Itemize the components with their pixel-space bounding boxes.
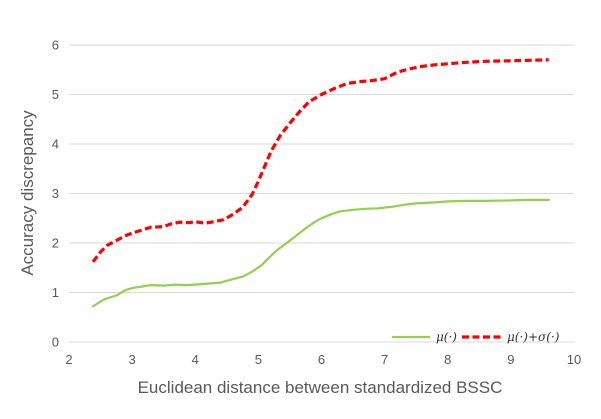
- x-tick-label: 5: [255, 352, 262, 367]
- y-tick-label: 6: [52, 38, 59, 53]
- x-tick-label: 6: [318, 352, 325, 367]
- legend: μ(·) μ(·)+σ(·): [392, 330, 560, 344]
- y-tick-label: 1: [52, 285, 59, 300]
- legend-label-1: μ(·): [436, 330, 457, 344]
- series-line-2: [91, 58, 549, 263]
- x-tick-label: 2: [65, 352, 72, 367]
- series-lines: [91, 58, 550, 308]
- y-axis-title: Accuracy discrepancy: [18, 110, 37, 276]
- x-tick-label: 7: [381, 352, 388, 367]
- y-tick-label: 4: [52, 137, 59, 152]
- y-axis-tick-labels: 0 1 2 3 4 5 6: [52, 38, 59, 350]
- x-axis-title: Euclidean distance between standardized …: [138, 378, 503, 397]
- x-tick-label: 4: [192, 352, 199, 367]
- gridlines: [69, 44, 574, 343]
- legend-label-2: μ(·)+σ(·): [507, 330, 560, 344]
- x-axis-tick-labels: 2 3 4 5 6 7 8 9 10: [65, 352, 581, 367]
- y-tick-label: 0: [52, 335, 59, 350]
- x-tick-label: 3: [129, 352, 136, 367]
- y-tick-label: 5: [52, 87, 59, 102]
- y-tick-label: 2: [52, 236, 59, 251]
- series-line-1: [91, 198, 550, 308]
- x-tick-label: 8: [444, 352, 451, 367]
- x-tick-label: 9: [507, 352, 514, 367]
- x-tick-label: 10: [567, 352, 581, 367]
- y-tick-label: 3: [52, 186, 59, 201]
